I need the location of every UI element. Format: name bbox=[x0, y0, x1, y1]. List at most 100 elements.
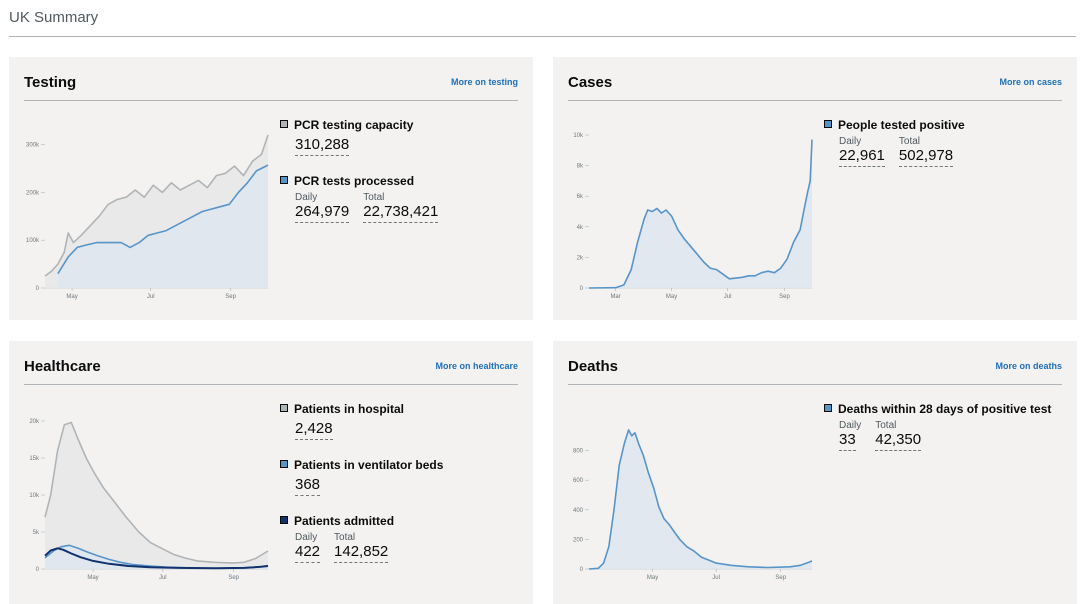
y-tick-label: 600 bbox=[573, 478, 584, 484]
deaths-card-title: Deaths bbox=[568, 358, 619, 375]
more-on-healthcare-link[interactable]: More on healthcare bbox=[435, 361, 518, 371]
metric-value[interactable]: 42,350 bbox=[875, 431, 922, 451]
y-tick-label: 20k bbox=[29, 419, 40, 425]
x-tick-label: Jul bbox=[712, 575, 720, 581]
x-tick-label: Sep bbox=[225, 294, 236, 300]
y-tick-label: 200 bbox=[573, 537, 584, 543]
cases-metric-values: Daily 22,961 Total 502,978 bbox=[839, 136, 1074, 167]
metric-value[interactable]: 33 bbox=[839, 431, 856, 451]
healthcare-metric-values: Daily 422 Total 142,852 bbox=[295, 532, 530, 563]
metric-value[interactable]: 2,428 bbox=[295, 420, 333, 440]
healthcare-metric: Patients in ventilator beds 368 bbox=[280, 456, 530, 496]
metric-value-block: Total 22,738,421 bbox=[363, 192, 439, 223]
series-area bbox=[589, 429, 812, 569]
legend-swatch-icon bbox=[824, 404, 832, 412]
testing-metric-values: 310,288 bbox=[295, 136, 530, 156]
cases-metric-name: People tested positive bbox=[838, 118, 965, 132]
deaths-metrics: Deaths within 28 days of positive test Da… bbox=[824, 400, 1054, 467]
testing-metric: PCR testing capacity 310,288 bbox=[280, 116, 530, 156]
metric-value-block: 2,428 bbox=[295, 420, 333, 440]
x-tick-label: Sep bbox=[779, 294, 790, 300]
x-tick-label: Jul bbox=[724, 294, 732, 300]
metric-value-label: Daily bbox=[295, 192, 318, 203]
metric-value[interactable]: 264,979 bbox=[295, 203, 350, 223]
y-tick-label: 0 bbox=[36, 567, 40, 573]
metric-value-block: Total 42,350 bbox=[875, 420, 922, 451]
series-line bbox=[588, 139, 813, 289]
x-tick-label: May bbox=[666, 294, 677, 300]
healthcare-metrics: Patients in hospital 2,428 Patients in ven… bbox=[280, 400, 530, 579]
more-on-deaths-link[interactable]: More on deaths bbox=[995, 361, 1062, 371]
x-tick-label: Mar bbox=[610, 294, 620, 300]
deaths-card: Deaths More on deaths 0 200 400 600 800 May Ju… bbox=[553, 341, 1077, 604]
metric-value-label: Total bbox=[898, 136, 921, 147]
series-line bbox=[44, 421, 269, 564]
metric-value-block: Total 142,852 bbox=[334, 532, 389, 563]
y-tick-label: 5k bbox=[33, 530, 40, 536]
metric-value[interactable]: 142,852 bbox=[334, 543, 389, 563]
testing-card-header: Testing More on testing bbox=[24, 57, 518, 101]
y-tick-label: 0 bbox=[36, 286, 40, 292]
metric-value-block: Total 502,978 bbox=[898, 136, 954, 167]
testing-metric-values: Daily 264,979 Total 22,738,421 bbox=[295, 192, 530, 223]
metric-value-label: Daily bbox=[839, 136, 862, 147]
metric-value-block: Daily 33 bbox=[839, 420, 861, 451]
metric-value-block: 310,288 bbox=[295, 136, 350, 156]
series-area bbox=[57, 165, 269, 288]
metric-value-block: Daily 22,961 bbox=[839, 136, 885, 167]
testing-card-title: Testing bbox=[24, 74, 77, 91]
cases-metric: People tested positive Daily 22,961 Total 50… bbox=[824, 116, 1074, 167]
deaths-metric: Deaths within 28 days of positive test Da… bbox=[824, 400, 1054, 451]
series-area bbox=[589, 139, 812, 288]
metric-value[interactable]: 502,978 bbox=[898, 147, 954, 167]
legend-swatch-icon bbox=[280, 516, 288, 524]
y-tick-label: 100k bbox=[26, 238, 40, 244]
series-line bbox=[588, 429, 813, 570]
healthcare-card-title: Healthcare bbox=[24, 358, 101, 375]
cases-chart: 0 2k 4k 6k 8k 10k Mar May Jul Sep bbox=[573, 133, 813, 300]
metric-value[interactable]: 368 bbox=[295, 476, 321, 496]
healthcare-metric-name: Patients in hospital bbox=[294, 402, 405, 416]
metric-value[interactable]: 22,738,421 bbox=[363, 203, 439, 223]
deaths-card-header: Deaths More on deaths bbox=[568, 341, 1062, 385]
y-tick-label: 10k bbox=[29, 493, 40, 499]
metric-value[interactable]: 22,961 bbox=[839, 147, 885, 167]
series-area bbox=[45, 422, 268, 569]
metric-value-block: 368 bbox=[295, 476, 321, 496]
deaths-chart: 0 200 400 600 800 May Jul Sep bbox=[573, 429, 813, 581]
healthcare-metric-values: 368 bbox=[295, 476, 530, 496]
metric-value-block: Daily 422 bbox=[295, 532, 321, 563]
legend-swatch-icon bbox=[280, 176, 288, 184]
cases-card-title: Cases bbox=[568, 74, 613, 91]
x-tick-label: Sep bbox=[228, 575, 239, 581]
metric-value[interactable]: 422 bbox=[295, 543, 321, 563]
cases-metric-header: People tested positive bbox=[824, 116, 1074, 134]
x-tick-label: Sep bbox=[775, 575, 786, 581]
healthcare-metric: Patients in hospital 2,428 bbox=[280, 400, 530, 440]
cases-card-header: Cases More on cases bbox=[568, 57, 1062, 101]
deaths-metric-header: Deaths within 28 days of positive test bbox=[824, 400, 1054, 418]
x-tick-label: May bbox=[87, 575, 98, 581]
healthcare-metric-header: Patients in ventilator beds bbox=[280, 456, 530, 474]
deaths-metric-values: Daily 33 Total 42,350 bbox=[839, 420, 1054, 451]
x-tick-label: Jul bbox=[147, 294, 155, 300]
legend-swatch-icon bbox=[280, 404, 288, 412]
healthcare-metric-name: Patients admitted bbox=[294, 514, 395, 528]
healthcare-metric-name: Patients in ventilator beds bbox=[294, 458, 444, 472]
cases-metrics: People tested positive Daily 22,961 Total 50… bbox=[824, 116, 1074, 183]
healthcare-card-header: Healthcare More on healthcare bbox=[24, 341, 518, 385]
metric-value-label: Total bbox=[334, 532, 356, 543]
testing-metrics: PCR testing capacity 310,288 PCR tests pro… bbox=[280, 116, 530, 239]
legend-swatch-icon bbox=[824, 120, 832, 128]
testing-card: Testing More on testing 0 100k 200k 300k May… bbox=[9, 57, 533, 320]
y-tick-label: 8k bbox=[577, 164, 584, 170]
metric-value-label: Total bbox=[363, 192, 385, 203]
testing-metric: PCR tests processed Daily 264,979 Total 22,7… bbox=[280, 172, 530, 223]
testing-chart: 0 100k 200k 300k May Jul Sep bbox=[26, 134, 269, 300]
more-on-testing-link[interactable]: More on testing bbox=[451, 77, 518, 87]
metric-value[interactable]: 310,288 bbox=[295, 136, 350, 156]
more-on-cases-link[interactable]: More on cases bbox=[999, 77, 1062, 87]
legend-swatch-icon bbox=[280, 460, 288, 468]
healthcare-card: Healthcare More on healthcare 0 5k 10k 15k 2… bbox=[9, 341, 533, 604]
series-line bbox=[44, 134, 269, 277]
